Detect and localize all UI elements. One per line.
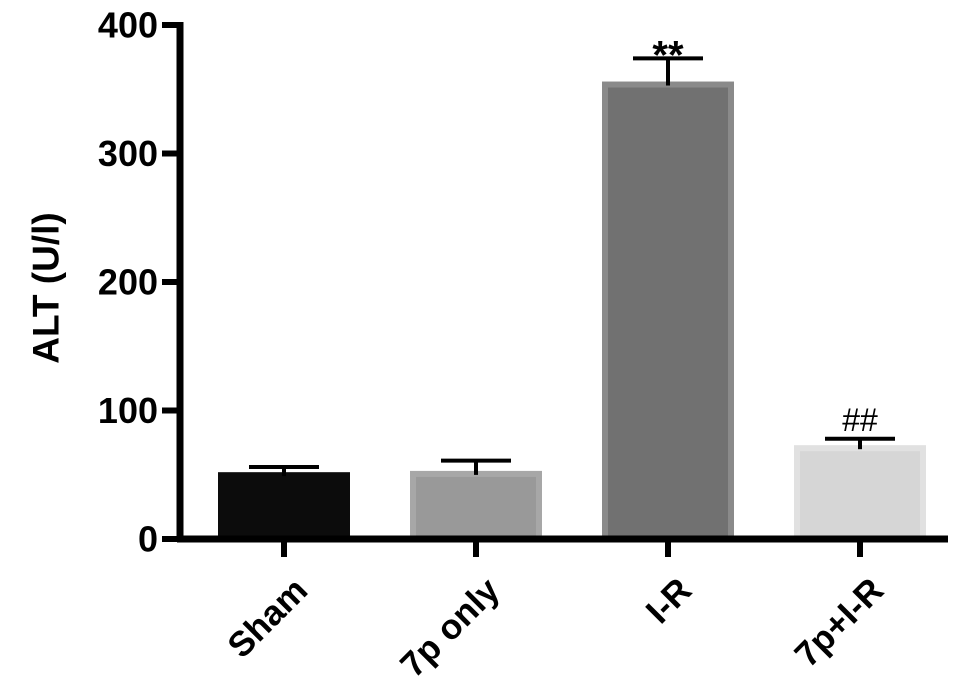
x-ticks-group: Sham 7p only I-R 7p+I-R [220, 539, 891, 685]
y-tick-label-300: 300 [98, 133, 158, 174]
y-tick-label-0: 0 [138, 519, 158, 560]
y-tick-label-100: 100 [98, 390, 158, 431]
x-tick-label-i-r: I-R [639, 571, 700, 632]
x-tick-label-sham: Sham [220, 571, 315, 666]
y-tick-label-200: 200 [98, 262, 158, 303]
bar-7p-only [410, 470, 542, 542]
x-tick-label-7p-only: 7p only [393, 570, 508, 685]
error-bar-sham [249, 465, 319, 477]
y-axis-label: ALT (U/l) [26, 212, 67, 363]
bar-7p-i-r [794, 445, 926, 543]
bar-i-r [602, 81, 734, 542]
y-ticks-group: 0 100 200 300 400 [98, 5, 180, 560]
annotation-7p-i-r: ## [842, 402, 878, 438]
annotations-group: ** ## [652, 33, 878, 437]
error-bar-i-r [633, 56, 703, 86]
y-tick-label-400: 400 [98, 5, 158, 46]
error-bar-7p-i-r [825, 436, 895, 450]
bar-sham [218, 472, 350, 542]
x-tick-label-7p-i-r: 7p+I-R [787, 571, 891, 675]
annotation-i-r: ** [652, 33, 684, 77]
bars-group [218, 81, 926, 543]
error-bars-group [249, 56, 895, 477]
error-bar-7p-only [441, 458, 511, 475]
